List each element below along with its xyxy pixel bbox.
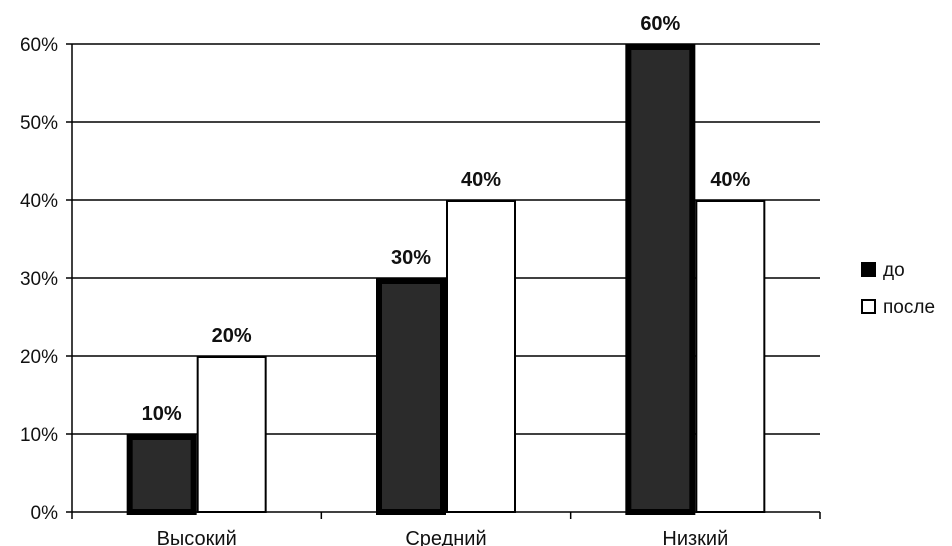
x-category-label: Низкий [662, 528, 728, 546]
y-tick-label: 0% [31, 503, 59, 524]
data-label: 40% [461, 169, 501, 191]
legend-swatch [861, 299, 876, 314]
bar-do-3 [625, 44, 696, 515]
legend: до после [861, 260, 935, 318]
data-labels: 10% 20% 30% 40% 60% 40% [142, 13, 751, 425]
y-tick-label: 10% [20, 425, 58, 446]
data-label: 40% [710, 169, 750, 191]
data-label: 30% [391, 247, 431, 269]
data-label: 10% [142, 403, 182, 425]
x-category-label: Средний [405, 528, 486, 546]
y-tick-label: 40% [20, 191, 58, 212]
y-axis-tick-labels: 0% 10% 20% 30% 40% 50% 60% [20, 35, 58, 524]
y-tick-label: 60% [20, 35, 58, 56]
data-label: 60% [640, 13, 680, 35]
y-tick-label: 30% [20, 269, 58, 290]
legend-label: после [883, 297, 935, 318]
y-tick-label: 50% [20, 113, 58, 134]
x-axis-category-labels: Высокий Средний Низкий [157, 528, 729, 546]
legend-label: до [883, 260, 905, 281]
bar-posle-1 [196, 356, 267, 513]
data-label: 20% [212, 325, 252, 347]
bar-posle-3 [695, 200, 766, 513]
y-tick-label: 20% [20, 347, 58, 368]
legend-swatch [861, 262, 876, 277]
bar-do-2 [376, 278, 446, 515]
x-category-label: Высокий [157, 528, 237, 546]
bar-posle-2 [446, 200, 516, 513]
bar-do-1 [126, 434, 197, 515]
bars [126, 44, 766, 515]
